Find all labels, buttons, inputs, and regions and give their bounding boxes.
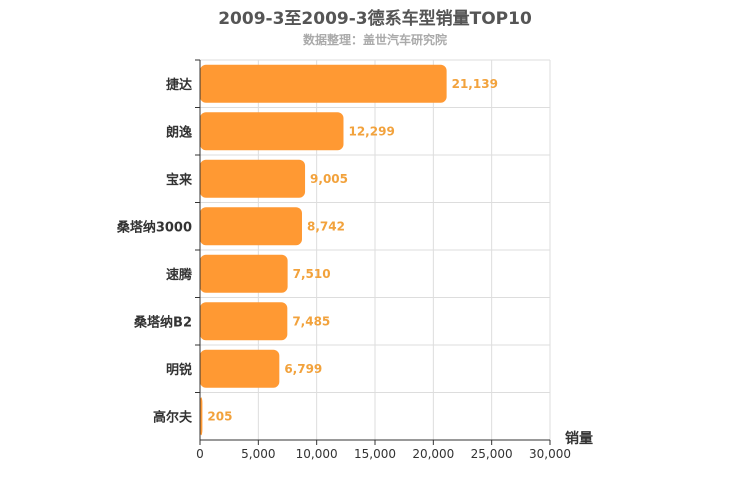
chart-subtitle: 数据整理：盖世汽车研究院 [302,33,447,47]
bar-6 [200,349,280,388]
bar-1 [200,112,344,151]
value-label-7: 205 [207,409,232,423]
category-label-5: 桑塔纳B2 [133,314,192,330]
category-label-3: 桑塔纳3000 [116,219,192,235]
value-label-4: 7,510 [293,267,331,281]
bars: 21,139 12,299 9,005 8,742 7,510 7,485 6,799 205 [200,64,498,436]
bar-3 [200,207,302,246]
x-tick-label-3: 15,000 [354,447,396,461]
bar-5 [200,302,288,341]
x-tick-label-5: 25,000 [471,447,513,461]
value-label-5: 7,485 [292,314,330,328]
value-label-3: 8,742 [307,219,345,233]
x-tick-label-0: 0 [196,447,204,461]
bar-7 [200,397,203,436]
bar-0 [200,64,447,103]
value-label-2: 9,005 [310,172,348,186]
x-tick-label-1: 5,000 [241,447,275,461]
value-label-1: 12,299 [348,124,394,138]
bar-2 [200,159,306,198]
x-tick-label-2: 10,000 [296,447,338,461]
chart-title: 2009-3至2009-3德系车型销量TOP10 [218,9,532,29]
x-tick-label-6: 30,000 [529,447,571,461]
value-label-0: 21,139 [452,77,498,91]
category-label-7: 高尔夫 [153,409,193,425]
bar-4 [200,254,288,293]
category-label-4: 速腾 [166,267,193,283]
category-label-2: 宝来 [166,172,193,188]
x-tick-label-4: 20,000 [412,447,454,461]
category-label-0: 捷达 [166,77,192,93]
x-axis-name: 销量 [565,430,593,447]
category-label-6: 明锐 [166,362,192,378]
category-label-1: 朗逸 [166,124,192,140]
value-label-6: 6,799 [284,362,322,376]
